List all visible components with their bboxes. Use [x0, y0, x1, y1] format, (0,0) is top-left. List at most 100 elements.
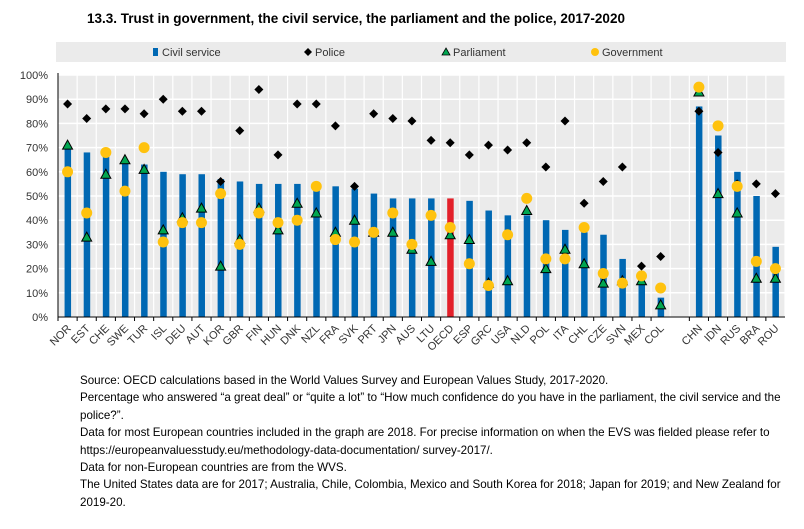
note-question: Percentage who answered “a great deal” o… — [80, 391, 781, 422]
x-tick-label: JPN — [376, 323, 399, 346]
legend-marker-triangle — [441, 47, 451, 56]
marker-police — [350, 181, 360, 191]
marker-government — [712, 120, 724, 132]
y-tick-label: 70% — [26, 143, 48, 155]
marker-police — [560, 116, 570, 126]
bar-civil-service — [638, 278, 646, 317]
y-tick-label: 20% — [26, 264, 48, 276]
marker-parliament — [731, 206, 744, 218]
marker-government — [81, 207, 93, 219]
legend-label: Government — [602, 47, 663, 59]
bar-civil-service — [561, 229, 569, 317]
marker-parliament — [80, 231, 93, 242]
marker-parliament — [138, 163, 150, 174]
marker-police — [579, 198, 589, 208]
bar-civil-service — [581, 232, 588, 317]
x-tick-label: COL — [642, 323, 666, 347]
marker-parliament — [99, 168, 112, 179]
x-tick-label: SWE — [105, 323, 131, 349]
x-tick-label: ROU — [756, 323, 782, 349]
x-tick-label: NOR — [48, 323, 74, 349]
x-tick-label: NZL — [299, 323, 322, 346]
bar-civil-service — [447, 198, 454, 317]
marker-government — [349, 236, 361, 248]
marker-police — [273, 150, 283, 160]
marker-government — [521, 192, 533, 204]
x-tick-label: HUN — [259, 323, 284, 348]
bar-civil-service — [332, 186, 339, 317]
marker-police — [503, 145, 513, 155]
marker-parliament — [463, 233, 476, 245]
marker-parliament — [157, 223, 170, 235]
x-tick-label: KOR — [201, 323, 226, 348]
y-tick-label: 40% — [26, 215, 48, 227]
x-tick-label: CHL — [566, 323, 590, 347]
marker-police — [216, 176, 226, 186]
bar-civil-service — [370, 193, 378, 317]
marker-police — [63, 99, 73, 109]
chart-notes: Source: OECD calculations based in the W… — [80, 372, 795, 511]
marker-police — [292, 99, 302, 109]
marker-government — [636, 270, 648, 282]
marker-government — [693, 81, 705, 93]
marker-police — [445, 138, 455, 148]
x-tick-label: SVK — [337, 322, 362, 347]
marker-police — [369, 109, 379, 119]
marker-parliament — [291, 197, 303, 208]
marker-police — [426, 135, 436, 145]
marker-government — [387, 207, 399, 219]
bar-civil-service — [504, 215, 512, 317]
marker-parliament — [597, 277, 610, 288]
marker-government — [138, 142, 150, 154]
bar-civil-service — [255, 183, 263, 317]
marker-government — [195, 217, 207, 229]
bar-civil-service — [294, 183, 301, 317]
marker-police — [617, 162, 627, 172]
marker-parliament — [61, 139, 74, 150]
legend-label: Police — [315, 47, 345, 59]
bar-civil-service — [734, 171, 741, 317]
marker-government — [502, 229, 514, 241]
marker-police — [330, 121, 340, 131]
note-evs: Data for most European countries include… — [80, 426, 770, 457]
marker-parliament — [214, 260, 227, 271]
marker-parliament — [520, 204, 533, 216]
marker-police — [637, 261, 647, 271]
note-source: Source: OECD calculations based in the W… — [80, 374, 609, 387]
marker-parliament — [559, 243, 571, 254]
marker-parliament — [272, 223, 284, 235]
x-tick-label: USA — [489, 322, 514, 347]
marker-government — [655, 282, 667, 294]
marker-parliament — [348, 214, 361, 225]
marker-government — [578, 221, 590, 233]
x-tick-label: GBR — [221, 323, 246, 348]
marker-government — [100, 146, 112, 158]
marker-government — [119, 185, 131, 197]
marker-parliament — [310, 206, 323, 218]
marker-government — [463, 258, 475, 270]
x-tick-label: MEX — [622, 322, 648, 348]
marker-parliament — [425, 255, 437, 266]
marker-government — [769, 263, 781, 275]
marker-government — [62, 166, 74, 178]
marker-police — [483, 140, 493, 150]
marker-government — [425, 209, 437, 221]
x-tick-label: AUS — [394, 323, 418, 347]
marker-parliament — [578, 257, 590, 269]
marker-parliament — [769, 272, 782, 283]
bar-civil-service — [485, 210, 492, 317]
bar-civil-service — [389, 198, 397, 317]
marker-parliament — [195, 202, 208, 213]
marker-police — [407, 116, 417, 126]
x-tick-label: POL — [528, 323, 552, 347]
marker-parliament — [119, 153, 131, 165]
x-tick-label: DEU — [164, 323, 189, 348]
bar-civil-service — [64, 147, 72, 317]
x-tick-label: TUR — [126, 323, 151, 348]
marker-police — [311, 99, 321, 109]
y-tick-label: 30% — [26, 239, 48, 251]
y-tick-label: 100% — [20, 70, 48, 82]
chart: 0% 10% 20% 30% 40% 50% 60% 70% 80% 90% 100% Civil s… — [20, 42, 786, 354]
marker-government — [234, 238, 246, 250]
x-tick-label: CHN — [680, 323, 705, 348]
